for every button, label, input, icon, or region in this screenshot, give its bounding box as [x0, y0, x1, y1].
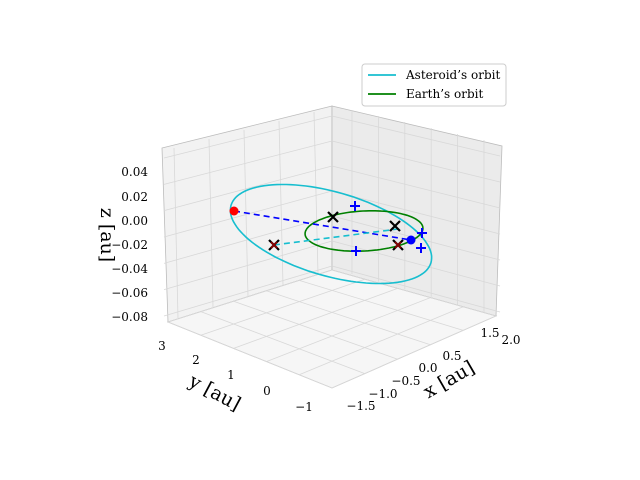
z-tick-label: 0.04	[121, 165, 148, 179]
pane-group	[161, 105, 503, 389]
grid-line-floor	[200, 278, 365, 336]
z-tick-labels: −0.08 −0.06 −0.04 −0.02 0.00 0.02 0.04	[111, 165, 148, 324]
y-axis-label: y [au]	[184, 370, 244, 416]
legend-label-earth: Earth’s orbit	[406, 87, 483, 101]
grid-line-floor	[299, 306, 464, 376]
line-of-sight-dashed	[273, 228, 399, 246]
grid-line-z-left	[163, 140, 333, 185]
grid-line-floor	[266, 297, 431, 362]
grid-line-z-right	[331, 265, 501, 313]
earth-position-marker	[406, 235, 416, 245]
grid-line-floor	[331, 315, 497, 389]
grid-line-floor	[331, 269, 497, 317]
z-tick-label: −0.02	[111, 238, 148, 252]
legend: Asteroid’s orbit Earth’s orbit	[361, 63, 507, 107]
x-tick-label: −1.0	[368, 387, 397, 401]
cross-red-marker-inner	[270, 241, 278, 249]
z-tick-label: 0.00	[121, 214, 148, 228]
x-tick-labels: −1.5−1.0−0.50.0 0.5 1.5 2.0	[346, 326, 520, 413]
y-tick-label: −1	[295, 400, 313, 414]
grid-line-z-left	[163, 115, 333, 159]
grid-line-floor	[233, 288, 398, 349]
x-tick-label: 0.5	[442, 349, 461, 363]
grid-line-z-left	[163, 240, 333, 291]
markers	[229, 201, 427, 256]
legend-label-asteroid: Asteroid’s orbit	[405, 68, 500, 82]
grid-line-z-right	[331, 165, 501, 209]
cross-marker	[327, 211, 339, 223]
grid-line-y-left	[278, 120, 284, 286]
cross-marker	[389, 220, 401, 232]
earth-orbit-line	[304, 210, 424, 252]
grid-line-y-left	[208, 138, 214, 308]
plus-marker	[351, 246, 361, 256]
y-tick-labels: 3 2 1 0 −1	[158, 339, 313, 414]
grid-line-z-right	[331, 240, 501, 287]
y-tick-label: 1	[227, 368, 235, 382]
y-tick-label: 3	[158, 339, 166, 353]
plus-marker	[350, 201, 360, 211]
grid-line-z-right	[331, 115, 501, 157]
grid-line-floor	[266, 290, 431, 346]
legend-box	[361, 63, 507, 107]
x-tick-label: −0.5	[391, 374, 420, 388]
grid-line-floor	[233, 300, 398, 360]
z-tick-label: −0.04	[111, 262, 148, 276]
grid-line-y-left	[173, 147, 179, 319]
grid-line-z-right	[331, 190, 501, 235]
plus-marker	[417, 228, 427, 238]
y-tick-label: 0	[263, 384, 271, 398]
z-tick-label: −0.08	[111, 310, 148, 324]
z-tick-label: −0.06	[111, 286, 148, 300]
asteroid-position-marker	[229, 206, 239, 216]
x-tick-label: 2.0	[501, 333, 520, 347]
x-tick-label: −1.5	[346, 399, 375, 413]
cross-red-marker-inner	[394, 241, 402, 249]
z-tick-label: 0.02	[121, 190, 148, 204]
grid-line-z-right	[331, 140, 501, 183]
plus-marker	[416, 243, 426, 253]
grid-line-floor	[299, 280, 464, 331]
grid-line-floor	[167, 269, 333, 323]
z-axis-label: z [au]	[96, 208, 118, 262]
x-tick-label: 1.5	[480, 326, 499, 340]
asteroid-orbit-line	[229, 183, 433, 285]
grid-line-z-left	[163, 165, 333, 212]
grid-line-floor	[200, 311, 365, 374]
grid-line-y-left	[313, 111, 319, 275]
y-tick-label: 2	[192, 353, 200, 367]
x-tick-label: 0.0	[418, 361, 437, 375]
grid-line-floor	[167, 321, 333, 389]
